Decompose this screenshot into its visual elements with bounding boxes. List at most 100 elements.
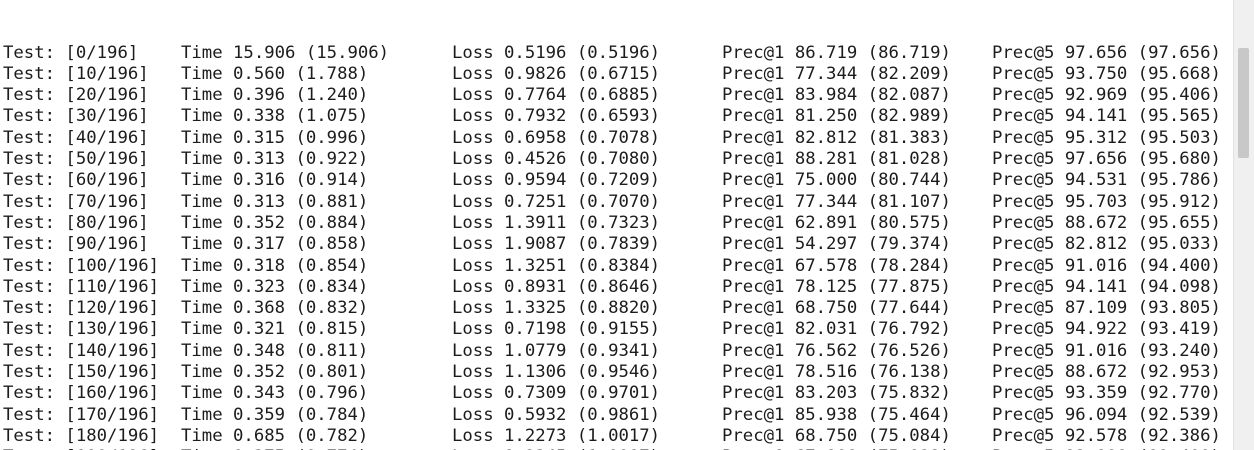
log-line: Test: [150/196] Time 0.352 (0.801) Loss 1.…	[3, 362, 1237, 383]
prec5-value: Prec@5 82.812 (95.033)	[992, 234, 1221, 255]
prec1-value: Prec@1 68.750 (77.644)	[722, 298, 951, 319]
time-value: Time 0.323 (0.834)	[181, 276, 369, 297]
test-index: Test: [170/196]	[3, 404, 160, 425]
loss-value: Loss 0.6958 (0.7078)	[452, 127, 661, 148]
prec5-value: Prec@5 93.750 (95.668)	[992, 63, 1221, 84]
test-index: Test: [60/196]	[3, 170, 149, 191]
test-index: Test: [20/196]	[3, 85, 149, 106]
prec5-value: Prec@5 91.016 (93.240)	[992, 340, 1221, 361]
log-line: Test: [110/196] Time 0.323 (0.834) Loss 0.…	[3, 277, 1237, 298]
prec1-value: Prec@1 82.031 (76.792)	[722, 319, 951, 340]
time-value: Time 0.352 (0.884)	[181, 212, 369, 233]
test-index: Test: [50/196]	[3, 149, 149, 170]
loss-value: Loss 0.7764 (0.6885)	[452, 85, 661, 106]
test-index: Test: [140/196]	[3, 340, 160, 361]
log-line: Test: [40/196] Time 0.315 (0.996) Loss 0.6…	[3, 128, 1237, 149]
test-index: Test: [100/196]	[3, 255, 160, 276]
loss-value: Loss 1.3911 (0.7323)	[452, 212, 661, 233]
loss-value: Loss 0.7932 (0.6593)	[452, 106, 661, 127]
prec5-value: Prec@5 94.922 (93.419)	[992, 319, 1221, 340]
time-value: Time 0.685 (0.782)	[181, 425, 369, 446]
time-value: Time 0.348 (0.811)	[181, 340, 369, 361]
prec5-value: Prec@5 92.578 (92.386)	[992, 425, 1221, 446]
time-value: Time 0.338 (1.075)	[181, 106, 369, 127]
prec5-value: Prec@5 93.359 (92.770)	[992, 383, 1221, 404]
test-index: Test: [10/196]	[3, 63, 149, 84]
test-index: Test: [110/196]	[3, 276, 160, 297]
time-value: Time 0.313 (0.922)	[181, 149, 369, 170]
test-index: Test: [30/196]	[3, 106, 149, 127]
loss-value: Loss 1.0779 (0.9341)	[452, 340, 661, 361]
log-line: Test: [0/196] Time 15.906 (15.906) Loss 0.…	[3, 43, 1237, 64]
loss-value: Loss 0.9594 (0.7209)	[452, 170, 661, 191]
prec1-value: Prec@1 54.297 (79.374)	[722, 234, 951, 255]
prec5-value: Prec@5 94.531 (95.786)	[992, 170, 1221, 191]
loss-value: Loss 0.7198 (0.9155)	[452, 319, 661, 340]
test-index: Test: [120/196]	[3, 298, 160, 319]
time-value: Time 0.352 (0.801)	[181, 362, 369, 383]
log-line: Test: [90/196] Time 0.317 (0.858) Loss 1.9…	[3, 234, 1237, 255]
loss-value: Loss 0.8931 (0.8646)	[452, 276, 661, 297]
time-value: Time 0.368 (0.832)	[181, 298, 369, 319]
log-line: Test: [20/196] Time 0.396 (1.240) Loss 0.7…	[3, 85, 1237, 106]
log-line: Test: [120/196] Time 0.368 (0.832) Loss 1.…	[3, 298, 1237, 319]
prec1-value: Prec@1 67.578 (78.284)	[722, 255, 951, 276]
prec1-value: Prec@1 68.750 (75.084)	[722, 425, 951, 446]
loss-value: Loss 0.4526 (0.7080)	[452, 149, 661, 170]
prec5-value: Prec@5 95.312 (95.503)	[992, 127, 1221, 148]
loss-value: Loss 0.5932 (0.9861)	[452, 404, 661, 425]
log-lines: Test: [0/196] Time 15.906 (15.906) Loss 0.…	[3, 43, 1237, 450]
prec5-value: Prec@5 97.656 (97.656)	[992, 42, 1221, 63]
prec1-value: Prec@1 83.984 (82.087)	[722, 85, 951, 106]
log-line: Test: [190/196]Time 0.375 (0.774)Loss 1.…	[3, 447, 1237, 450]
vertical-scrollbar[interactable]	[1233, 0, 1254, 450]
time-value: Time 15.906 (15.906)	[181, 42, 390, 63]
log-line: Test: [50/196] Time 0.313 (0.922) Loss 0.4…	[3, 149, 1237, 170]
prec1-value: Prec@1 67.188 (75.022)	[722, 447, 992, 450]
time-value: Time 0.375 (0.774)	[181, 447, 452, 450]
log-line: Test: [130/196] Time 0.321 (0.815) Loss 0.…	[3, 319, 1237, 340]
log-line: Test: [70/196] Time 0.313 (0.881) Loss 0.7…	[3, 192, 1237, 213]
prec1-value: Prec@1 62.891 (80.575)	[722, 212, 951, 233]
test-index: Test: [70/196]	[3, 191, 149, 212]
prec5-value: Prec@5 92.188 (92.400)	[992, 447, 1221, 450]
test-index: Test: [0/196]	[3, 42, 139, 63]
loss-value: Loss 1.3251 (0.8384)	[452, 255, 661, 276]
prec1-value: Prec@1 77.344 (82.209)	[722, 63, 951, 84]
prec1-value: Prec@1 83.203 (75.832)	[722, 383, 951, 404]
loss-value: Loss 0.9826 (0.6715)	[452, 63, 661, 84]
loss-value: Loss 0.7309 (0.9701)	[452, 383, 661, 404]
test-index: Test: [90/196]	[3, 234, 149, 255]
time-value: Time 0.313 (0.881)	[181, 191, 369, 212]
prec1-value: Prec@1 81.250 (82.989)	[722, 106, 951, 127]
time-value: Time 0.316 (0.914)	[181, 170, 369, 191]
scrollbar-thumb[interactable]	[1238, 48, 1249, 158]
prec5-value: Prec@5 88.672 (92.953)	[992, 362, 1221, 383]
prec1-value: Prec@1 85.938 (75.464)	[722, 404, 951, 425]
time-value: Time 0.359 (0.784)	[181, 404, 369, 425]
prec1-value: Prec@1 75.000 (80.744)	[722, 170, 951, 191]
loss-value: Loss 1.1306 (0.9546)	[452, 362, 661, 383]
prec1-value: Prec@1 76.562 (76.526)	[722, 340, 951, 361]
prec5-value: Prec@5 88.672 (95.655)	[992, 212, 1221, 233]
time-value: Time 0.318 (0.854)	[181, 255, 369, 276]
log-line: Test: [80/196] Time 0.352 (0.884) Loss 1.3…	[3, 213, 1237, 234]
prec5-value: Prec@5 92.969 (95.406)	[992, 85, 1221, 106]
loss-value: Loss 0.7251 (0.7070)	[452, 191, 661, 212]
prec5-value: Prec@5 96.094 (92.539)	[992, 404, 1221, 425]
prec5-value: Prec@5 94.141 (94.098)	[992, 276, 1221, 297]
log-line: Test: [30/196] Time 0.338 (1.075) Loss 0.7…	[3, 106, 1237, 127]
time-value: Time 0.317 (0.858)	[181, 234, 369, 255]
time-value: Time 0.343 (0.796)	[181, 383, 369, 404]
test-index: Test: [180/196]	[3, 425, 160, 446]
log-line: Test: [160/196] Time 0.343 (0.796) Loss 0.…	[3, 383, 1237, 404]
prec5-value: Prec@5 91.016 (94.400)	[992, 255, 1221, 276]
prec1-value: Prec@1 88.281 (81.028)	[722, 149, 951, 170]
prec1-value: Prec@1 77.344 (81.107)	[722, 191, 951, 212]
log-line: Test: [140/196] Time 0.348 (0.811) Loss 1.…	[3, 341, 1237, 362]
loss-value: Loss 1.2273 (1.0017)	[452, 425, 661, 446]
prec1-value: Prec@1 78.125 (77.875)	[722, 276, 951, 297]
log-line: Test: [10/196] Time 0.560 (1.788) Loss 0.9…	[3, 64, 1237, 85]
log-line: Test: [60/196] Time 0.316 (0.914) Loss 0.9…	[3, 170, 1237, 191]
